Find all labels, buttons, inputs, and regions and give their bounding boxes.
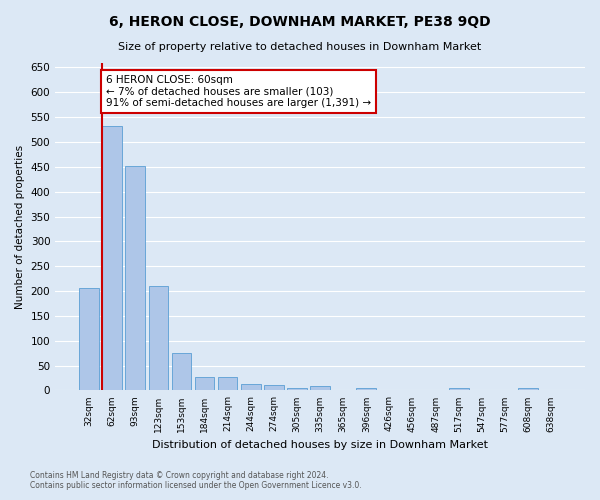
X-axis label: Distribution of detached houses by size in Downham Market: Distribution of detached houses by size …: [152, 440, 488, 450]
Y-axis label: Number of detached properties: Number of detached properties: [15, 144, 25, 308]
Text: 6 HERON CLOSE: 60sqm
← 7% of detached houses are smaller (103)
91% of semi-detac: 6 HERON CLOSE: 60sqm ← 7% of detached ho…: [106, 75, 371, 108]
Bar: [518, 388, 538, 390]
Bar: [356, 388, 376, 390]
Bar: [103, 126, 122, 390]
Bar: [449, 388, 469, 390]
Bar: [310, 386, 330, 390]
Bar: [172, 352, 191, 391]
Bar: [125, 166, 145, 390]
Text: Size of property relative to detached houses in Downham Market: Size of property relative to detached ho…: [118, 42, 482, 52]
Text: Contains public sector information licensed under the Open Government Licence v3: Contains public sector information licen…: [30, 480, 362, 490]
Bar: [241, 384, 260, 390]
Bar: [79, 288, 99, 391]
Text: Contains HM Land Registry data © Crown copyright and database right 2024.: Contains HM Land Registry data © Crown c…: [30, 470, 329, 480]
Bar: [195, 377, 214, 390]
Bar: [287, 388, 307, 390]
Bar: [264, 386, 284, 390]
Bar: [149, 286, 168, 391]
Text: 6, HERON CLOSE, DOWNHAM MARKET, PE38 9QD: 6, HERON CLOSE, DOWNHAM MARKET, PE38 9QD: [109, 15, 491, 29]
Bar: [218, 377, 238, 390]
